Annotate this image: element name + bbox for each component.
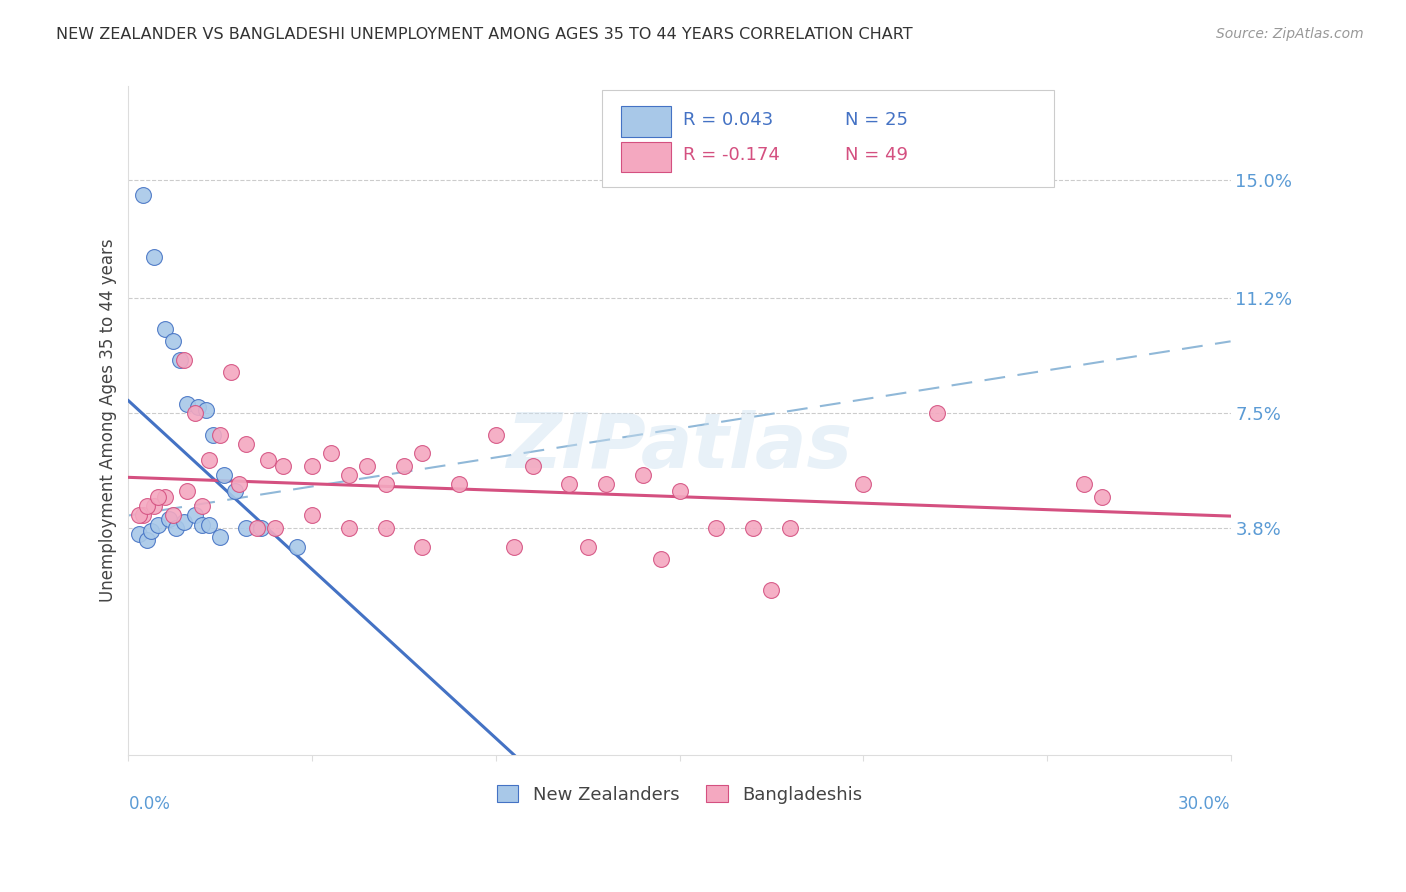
Point	[191, 517, 214, 532]
Point	[761, 583, 783, 598]
Point	[392, 458, 415, 473]
Point	[209, 427, 232, 442]
Point	[485, 427, 508, 442]
Point	[224, 483, 246, 498]
Point	[146, 517, 169, 532]
Point	[128, 527, 150, 541]
Point	[522, 458, 544, 473]
Point	[228, 477, 250, 491]
Point	[235, 437, 257, 451]
Text: Source: ZipAtlas.com: Source: ZipAtlas.com	[1216, 27, 1364, 41]
Point	[595, 477, 617, 491]
Point	[558, 477, 581, 491]
Point	[173, 353, 195, 368]
Point	[135, 533, 157, 548]
Point	[852, 477, 875, 491]
Text: 0.0%: 0.0%	[128, 795, 170, 813]
Text: R = -0.174: R = -0.174	[683, 146, 780, 164]
Point	[155, 490, 177, 504]
Point	[165, 521, 187, 535]
Point	[742, 521, 765, 535]
Point	[650, 552, 672, 566]
Point	[235, 521, 257, 535]
Point	[162, 508, 184, 523]
Point	[449, 477, 471, 491]
Point	[169, 353, 191, 368]
Point	[249, 521, 271, 535]
Text: NEW ZEALANDER VS BANGLADESHI UNEMPLOYMENT AMONG AGES 35 TO 44 YEARS CORRELATION : NEW ZEALANDER VS BANGLADESHI UNEMPLOYMEN…	[56, 27, 912, 42]
Text: 30.0%: 30.0%	[1178, 795, 1230, 813]
Point	[143, 499, 166, 513]
Text: R = 0.043: R = 0.043	[683, 111, 773, 128]
Point	[162, 334, 184, 349]
Point	[374, 477, 396, 491]
Point	[183, 406, 205, 420]
Point	[411, 446, 433, 460]
Point	[287, 540, 309, 554]
Point	[257, 452, 280, 467]
Point	[411, 540, 433, 554]
Point	[194, 402, 217, 417]
Text: N = 49: N = 49	[845, 146, 908, 164]
FancyBboxPatch shape	[621, 106, 671, 136]
Point	[198, 517, 221, 532]
Point	[319, 446, 342, 460]
Text: ZIPatlas: ZIPatlas	[506, 410, 852, 484]
Point	[201, 427, 224, 442]
Point	[139, 524, 162, 538]
Point	[221, 366, 243, 380]
Point	[301, 458, 323, 473]
Point	[132, 508, 155, 523]
Point	[155, 322, 177, 336]
Point	[128, 508, 150, 523]
Y-axis label: Unemployment Among Ages 35 to 44 years: Unemployment Among Ages 35 to 44 years	[100, 239, 117, 602]
Point	[668, 483, 690, 498]
Point	[146, 490, 169, 504]
Point	[301, 508, 323, 523]
Point	[1073, 477, 1095, 491]
Point	[212, 468, 235, 483]
FancyBboxPatch shape	[602, 90, 1054, 186]
Point	[704, 521, 727, 535]
Point	[779, 521, 801, 535]
Point	[374, 521, 396, 535]
Point	[191, 499, 214, 513]
Text: N = 25: N = 25	[845, 111, 908, 128]
Point	[198, 452, 221, 467]
Point	[337, 521, 360, 535]
Point	[209, 530, 232, 544]
Legend: New Zealanders, Bangladeshis: New Zealanders, Bangladeshis	[488, 776, 872, 813]
Point	[187, 400, 209, 414]
Point	[135, 499, 157, 513]
Point	[576, 540, 599, 554]
Point	[631, 468, 654, 483]
Point	[925, 406, 948, 420]
Point	[132, 188, 155, 202]
Point	[173, 515, 195, 529]
Point	[503, 540, 526, 554]
Point	[246, 521, 269, 535]
FancyBboxPatch shape	[621, 142, 671, 172]
Point	[143, 251, 166, 265]
Point	[176, 396, 198, 410]
Point	[183, 508, 205, 523]
Point	[1091, 490, 1114, 504]
Point	[176, 483, 198, 498]
Point	[337, 468, 360, 483]
Point	[157, 511, 180, 525]
Point	[271, 458, 294, 473]
Point	[264, 521, 287, 535]
Point	[356, 458, 378, 473]
